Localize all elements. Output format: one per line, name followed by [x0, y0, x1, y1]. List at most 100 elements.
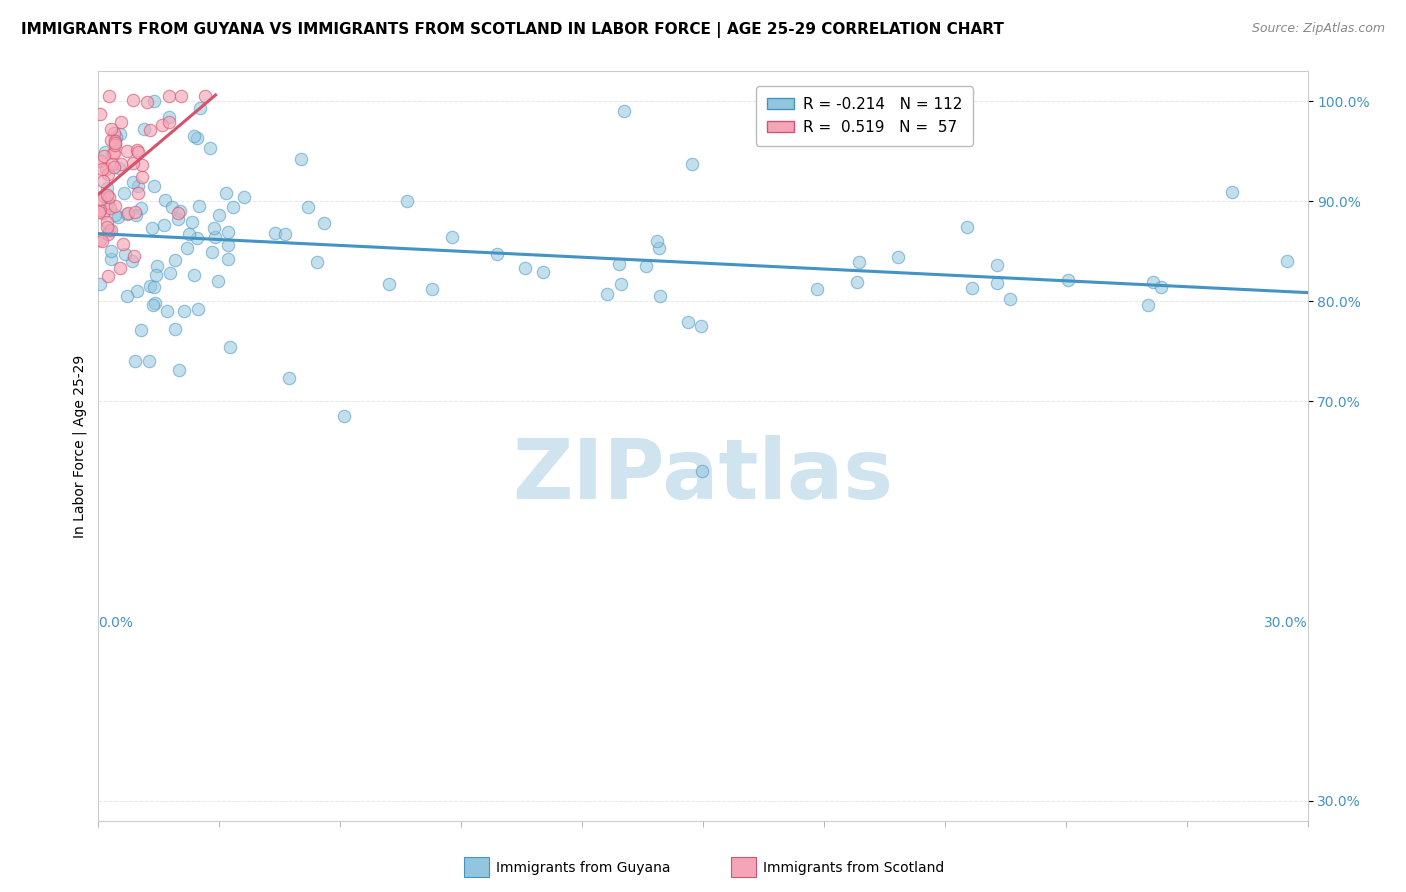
Point — [886, 250, 908, 264]
Point — [97, 227, 120, 242]
Point — [1057, 272, 1080, 286]
Point — [681, 156, 703, 170]
Point — [198, 141, 221, 155]
Point — [378, 277, 401, 291]
Point — [100, 252, 122, 266]
Point — [112, 186, 135, 200]
Point — [1000, 292, 1022, 306]
Point — [169, 204, 191, 219]
Point — [93, 145, 115, 159]
Point — [89, 192, 111, 206]
Point — [115, 288, 138, 302]
Point — [278, 371, 301, 385]
Legend: R = -0.214   N = 112, R =  0.519   N =  57: R = -0.214 N = 112, R = 0.519 N = 57 — [756, 87, 973, 145]
Point — [395, 194, 418, 209]
Point — [96, 215, 118, 229]
Point — [89, 205, 111, 219]
Point — [167, 363, 190, 377]
Point — [610, 277, 633, 291]
Point — [104, 134, 127, 148]
Point — [690, 319, 713, 334]
Point — [97, 222, 120, 236]
Point — [104, 130, 127, 145]
Point — [263, 226, 285, 240]
Text: 0.0%: 0.0% — [98, 616, 134, 630]
Point — [1150, 280, 1173, 294]
Point — [420, 282, 443, 296]
Text: Source: ZipAtlas.com: Source: ZipAtlas.com — [1251, 22, 1385, 36]
Point — [647, 241, 669, 255]
Point — [103, 145, 125, 160]
Point — [121, 254, 143, 268]
Point — [960, 281, 983, 295]
Point — [312, 216, 335, 230]
Point — [131, 158, 153, 172]
Text: IMMIGRANTS FROM GUYANA VS IMMIGRANTS FROM SCOTLAND IN LABOR FORCE | AGE 25-29 CO: IMMIGRANTS FROM GUYANA VS IMMIGRANTS FRO… — [21, 22, 1004, 38]
Point — [97, 167, 120, 181]
Point — [107, 161, 129, 175]
Point — [90, 234, 112, 248]
Point — [114, 246, 136, 260]
Point — [690, 464, 713, 478]
Point — [125, 284, 148, 298]
Point — [170, 89, 193, 103]
Point — [110, 115, 132, 129]
Point — [219, 340, 242, 354]
Point — [96, 220, 118, 235]
Point — [117, 144, 139, 158]
Point — [153, 194, 176, 208]
Point — [153, 219, 176, 233]
Point — [100, 132, 122, 146]
Point — [100, 122, 122, 136]
Point — [613, 104, 636, 119]
Point — [104, 208, 127, 222]
Point — [441, 230, 464, 244]
Point — [176, 241, 198, 255]
Text: 30.0%: 30.0% — [1264, 616, 1308, 630]
Point — [93, 148, 115, 162]
Point — [104, 138, 127, 153]
Point — [166, 205, 188, 219]
Point — [173, 304, 195, 318]
Point — [101, 157, 124, 171]
Point — [676, 315, 699, 329]
Point — [101, 146, 124, 161]
Point — [129, 201, 152, 215]
Point — [515, 260, 537, 275]
Point — [986, 276, 1008, 290]
Point — [122, 175, 145, 189]
Point — [186, 130, 208, 145]
Point — [215, 186, 238, 200]
Point — [846, 275, 869, 289]
Point — [91, 206, 114, 220]
Point — [103, 160, 125, 174]
Point — [124, 354, 146, 368]
Point — [202, 221, 225, 235]
Point — [179, 227, 201, 241]
Point — [127, 179, 149, 194]
Point — [217, 238, 239, 252]
Point — [138, 122, 160, 136]
Point — [122, 249, 145, 263]
Point — [97, 89, 120, 103]
Point — [596, 286, 619, 301]
Y-axis label: In Labor Force | Age 25-29: In Labor Force | Age 25-29 — [73, 354, 87, 538]
Point — [162, 200, 184, 214]
Point — [97, 268, 120, 283]
Point — [98, 189, 121, 203]
Point — [89, 106, 111, 120]
Point — [89, 233, 111, 247]
Point — [157, 89, 180, 103]
Point — [297, 200, 319, 214]
Point — [141, 221, 163, 235]
Point — [157, 111, 180, 125]
Point — [110, 261, 132, 276]
Text: Immigrants from Guyana: Immigrants from Guyana — [496, 861, 671, 875]
Point — [125, 208, 148, 222]
Point — [89, 203, 111, 218]
Point — [180, 215, 202, 229]
Point — [143, 296, 166, 310]
Point — [187, 301, 209, 316]
Point — [129, 323, 152, 337]
Point — [143, 280, 166, 294]
